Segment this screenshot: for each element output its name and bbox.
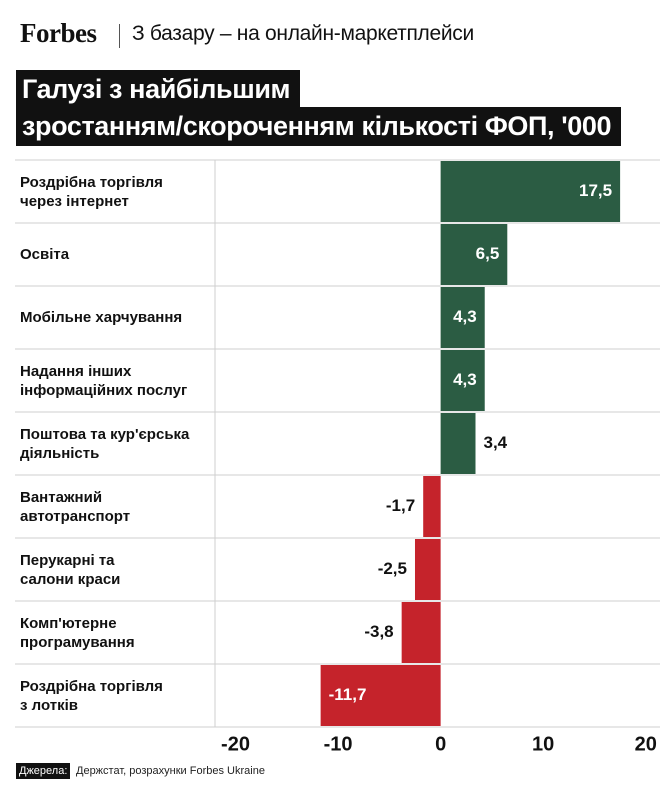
- chart-title: Галузі з найбільшим: [16, 70, 301, 109]
- bar: [414, 539, 441, 600]
- data-label: -1,7: [386, 496, 415, 515]
- data-label: 6,5: [476, 244, 500, 263]
- brand-logo: Forbes: [20, 18, 97, 48]
- bar: [440, 413, 476, 474]
- category-label: Надання інших інформаційних послуг: [20, 362, 188, 399]
- bar: [423, 476, 441, 537]
- data-label: 3,4: [483, 433, 507, 452]
- source-text: Держстат, розрахунки Forbes Ukraine: [76, 765, 265, 777]
- subtitle: З базару – на онлайн-маркетплейси: [132, 22, 474, 45]
- category-label: Вантажний автотранспорт: [20, 488, 131, 525]
- category-label: Мобільне харчування: [20, 309, 183, 326]
- data-label: 17,5: [579, 181, 612, 200]
- x-tick-label: -20: [221, 733, 250, 755]
- category-label: Поштова та кур'єрська діяльність: [20, 425, 190, 462]
- data-label: 4,3: [453, 370, 477, 389]
- category-label: Перукарні та салони краси: [20, 551, 121, 588]
- chart-title: зростанням/скороченням кількості ФОП, '0…: [16, 107, 622, 146]
- bar: [320, 665, 441, 726]
- category-label: Комп'ютерне програмування: [20, 614, 135, 651]
- x-tick-label: -10: [324, 733, 353, 755]
- bar: [440, 350, 485, 411]
- category-label: Роздрібна торгівля через інтернет: [20, 173, 163, 210]
- x-tick-label: 20: [635, 733, 657, 755]
- source-label: Джерела:: [16, 763, 71, 779]
- bar: [440, 287, 485, 348]
- x-tick-label: 0: [435, 733, 446, 755]
- data-label: -2,5: [378, 559, 407, 578]
- category-label: Роздрібна торгівля з лотків: [20, 677, 163, 714]
- bar: [440, 161, 621, 222]
- x-tick-label: 10: [532, 733, 554, 755]
- bar: [440, 224, 508, 285]
- separator: [119, 24, 120, 48]
- data-label: -11,7: [329, 685, 367, 704]
- bar: [401, 602, 441, 663]
- category-label: Освіта: [20, 246, 70, 263]
- data-label: 4,3: [453, 307, 477, 326]
- data-label: -3,8: [364, 622, 393, 641]
